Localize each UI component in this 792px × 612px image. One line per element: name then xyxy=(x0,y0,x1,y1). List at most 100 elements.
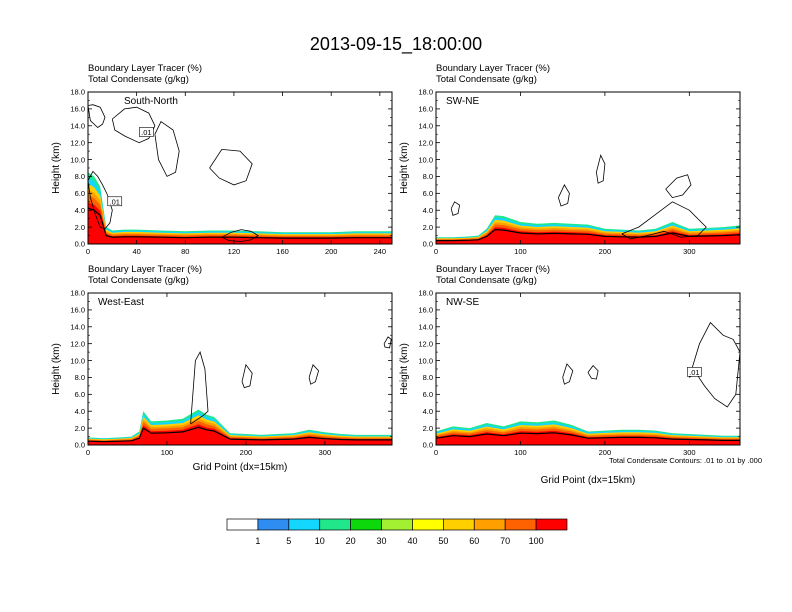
y-tick-label: 8.0 xyxy=(423,172,433,181)
x-tick-label: 100 xyxy=(514,247,527,256)
x-tick-label: 240 xyxy=(374,247,387,256)
y-tick-label: 16.0 xyxy=(418,105,433,114)
x-tick-label: 40 xyxy=(132,247,140,256)
y-tick-label: 4.0 xyxy=(75,206,85,215)
contour-label: .01 xyxy=(107,196,123,206)
panel-3: Boundary Layer Tracer (%)Total Condensat… xyxy=(399,264,741,486)
y-tick-label: 12.0 xyxy=(418,339,433,348)
y-tick-label: 8.0 xyxy=(75,172,85,181)
terrain-line xyxy=(436,228,740,242)
y-tick-label: 4.0 xyxy=(423,407,433,416)
y-tick-label: 14.0 xyxy=(70,322,85,331)
panel-label: South-North xyxy=(124,96,178,107)
figure-title: 2013-09-15_18:00:00 xyxy=(310,34,482,55)
x-tick-label: 100 xyxy=(161,448,174,457)
y-tick-label: 4.0 xyxy=(423,206,433,215)
condensate-contour xyxy=(383,336,392,349)
contour-label-text: .01 xyxy=(110,197,120,206)
plot-frame xyxy=(435,91,741,245)
y-tick-label: 8.0 xyxy=(75,373,85,382)
y-tick-label: 0.0 xyxy=(75,441,85,450)
condensate-contour xyxy=(665,174,692,199)
contour-label-text: .01 xyxy=(689,368,699,377)
y-tick-label: 2.0 xyxy=(423,223,433,232)
panel-subtitle-line1: Boundary Layer Tracer (%) xyxy=(436,264,550,275)
x-tick-label: 200 xyxy=(599,448,612,457)
y-tick-label: 10.0 xyxy=(70,155,85,164)
contour-label-text: .01 xyxy=(141,128,151,137)
y-tick-label: 0.0 xyxy=(75,240,85,249)
panel-subtitle-line2: Total Condensate (g/kg) xyxy=(436,74,537,85)
x-axis-label: Grid Point (dx=15km) xyxy=(193,462,288,473)
x-tick-label: 200 xyxy=(240,448,253,457)
y-tick-label: 10.0 xyxy=(418,356,433,365)
colorbar-swatch xyxy=(412,518,444,531)
condensate-contour xyxy=(88,170,113,230)
colorbar-swatch xyxy=(443,518,475,531)
y-axis-label: Height (km) xyxy=(399,142,410,194)
panel-2: Boundary Layer Tracer (%)Total Condensat… xyxy=(51,264,393,473)
y-tick-label: 8.0 xyxy=(423,373,433,382)
plot-area: .01 .01 xyxy=(88,104,392,244)
x-tick-label: 120 xyxy=(228,247,241,256)
y-tick-label: 0.0 xyxy=(423,240,433,249)
y-axis-label: Height (km) xyxy=(51,142,62,194)
colorbar-label: 70 xyxy=(500,536,510,546)
y-tick-label: 12.0 xyxy=(70,339,85,348)
y-tick-label: 14.0 xyxy=(418,322,433,331)
condensate-contour xyxy=(587,364,599,380)
y-tick-label: 18.0 xyxy=(418,88,433,97)
colorbar-label: 1 xyxy=(255,536,260,546)
x-tick-label: 0 xyxy=(86,247,90,256)
contour-label: .01 xyxy=(687,367,702,377)
panel-subtitle-line2: Total Condensate (g/kg) xyxy=(88,74,189,85)
condensate-contour xyxy=(209,148,253,186)
y-tick-label: 10.0 xyxy=(70,356,85,365)
y-tick-label: 16.0 xyxy=(70,105,85,114)
x-tick-label: 0 xyxy=(434,247,438,256)
condensate-contour xyxy=(190,351,209,425)
condensate-contour xyxy=(562,363,574,385)
x-tick-label: 300 xyxy=(683,247,696,256)
colorbar-label: 30 xyxy=(377,536,387,546)
colorbar-swatch xyxy=(350,518,382,531)
y-tick-label: 10.0 xyxy=(418,155,433,164)
tracer-band-5 xyxy=(88,202,392,244)
x-tick-label: 100 xyxy=(514,448,527,457)
plot-frame xyxy=(87,292,393,446)
condensate-contour xyxy=(688,321,740,408)
contour-label: .01 xyxy=(139,127,154,137)
y-tick-label: 12.0 xyxy=(70,138,85,147)
terrain-line xyxy=(88,426,392,443)
panel-1: Boundary Layer Tracer (%)Total Condensat… xyxy=(399,63,741,256)
condensate-contour xyxy=(241,363,253,389)
plot-area: .01 xyxy=(436,321,740,445)
colorbar-swatch xyxy=(504,518,537,531)
x-axis-label: Grid Point (dx=15km) xyxy=(541,475,636,486)
colorbar-label: 60 xyxy=(469,536,479,546)
y-tick-label: 14.0 xyxy=(418,121,433,130)
y-tick-label: 6.0 xyxy=(75,189,85,198)
condensate-contour xyxy=(450,201,461,216)
x-tick-label: 80 xyxy=(181,247,189,256)
colorbar-swatch xyxy=(319,518,351,531)
condensate-contour xyxy=(596,154,606,184)
condensate-contour xyxy=(221,229,259,242)
terrain-line xyxy=(88,207,392,239)
panel-label: SW-NE xyxy=(446,96,479,107)
x-tick-label: 0 xyxy=(86,448,90,457)
panel-label: West-East xyxy=(98,297,144,308)
plot-frame xyxy=(87,91,393,245)
colorbar-swatch xyxy=(535,518,568,531)
panel-subtitle-line2: Total Condensate (g/kg) xyxy=(88,275,189,286)
panel-label: NW-SE xyxy=(446,297,479,308)
x-tick-label: 200 xyxy=(325,247,338,256)
plot-area xyxy=(436,154,740,244)
colorbar-swatch xyxy=(473,518,506,531)
colorbar-label: 20 xyxy=(346,536,356,546)
terrain-line xyxy=(436,432,740,441)
y-tick-label: 18.0 xyxy=(70,88,85,97)
colorbar-swatch xyxy=(288,518,321,531)
y-tick-label: 0.0 xyxy=(423,441,433,450)
